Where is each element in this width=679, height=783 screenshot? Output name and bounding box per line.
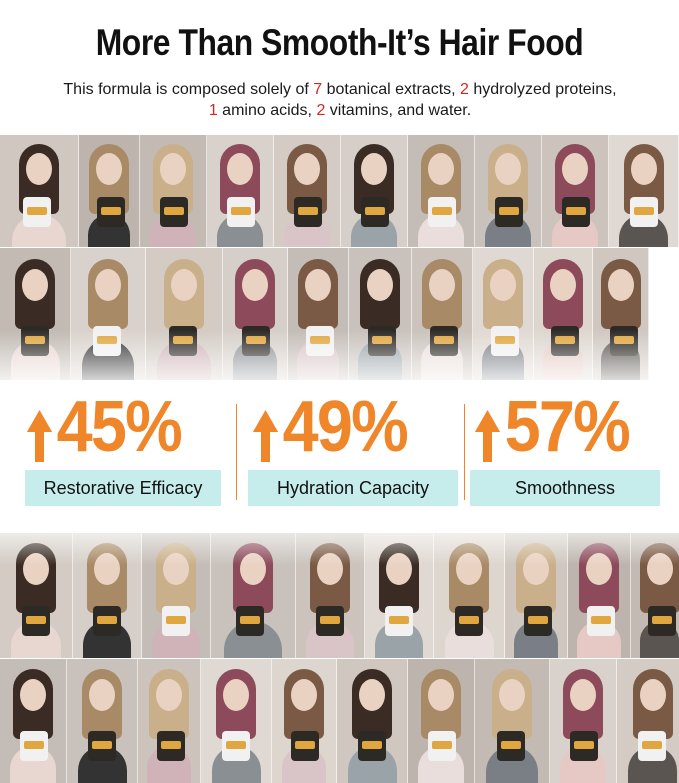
vitamin-count: 2 [316,102,326,119]
stat-label: Restorative Efficacy [25,470,221,506]
photo-row [0,135,679,247]
desc-text: amino acids, [217,102,317,119]
page-title: More Than Smooth-It’s Hair Food [95,22,584,63]
customer-photo [0,135,79,247]
customer-photo [475,135,542,247]
up-arrow-icon [26,399,53,462]
stat-value: 57% [474,387,631,467]
stat-label: Smoothness [470,470,660,506]
fade-overlay [0,515,679,565]
stat-value: 49% [252,387,409,467]
photo-row [0,659,679,783]
customer-photo [207,135,274,247]
divider [236,404,237,500]
customer-photo [140,135,207,247]
customer-photo [274,135,341,247]
stat-value: 45% [26,387,183,467]
customer-photo [617,659,679,783]
customer-photo [609,135,679,247]
customer-photo-collage-bottom [0,533,679,783]
customer-photo [341,135,408,247]
stat-hydration: 49% Hydration Capacity [248,387,458,518]
customer-photo [272,659,337,783]
fade-overlay [0,330,679,390]
desc-text: hydrolyzed proteins, [468,81,617,98]
stat-restorative: 45% Restorative Efficacy [22,387,222,518]
formula-description: This formula is composed solely of 7 bot… [40,79,640,121]
customer-photo [201,659,272,783]
desc-text: This formula is composed solely of [63,81,314,98]
customer-photo [542,135,609,247]
customer-photo [408,135,475,247]
desc-text: botanical extracts, [322,81,461,98]
customer-photo [550,659,617,783]
customer-photo [337,659,408,783]
protein-count: 2 [460,81,469,98]
stat-smoothness: 57% Smoothness [470,387,660,518]
desc-text: vitamins, and water. [325,102,472,119]
customer-photo [79,135,140,247]
customer-photo [475,659,550,783]
up-arrow-icon [474,399,501,462]
divider [464,404,465,500]
customer-photo [408,659,475,783]
amino-count: 1 [208,102,218,119]
customer-photo [138,659,201,783]
stat-label: Hydration Capacity [248,470,458,506]
customer-photo [0,659,67,783]
botanical-count: 7 [313,81,323,98]
customer-photo [67,659,138,783]
stats-panel: 45% Restorative Efficacy 49% Hydration C… [0,387,679,518]
up-arrow-icon [252,399,279,462]
